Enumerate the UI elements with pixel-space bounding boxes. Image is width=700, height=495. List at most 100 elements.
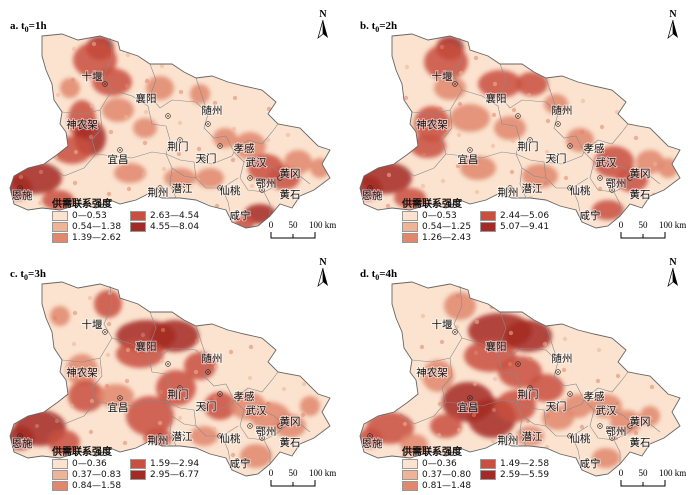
intensity-speckle <box>471 412 477 418</box>
scale-tick-label: 100 km <box>309 220 336 230</box>
intensity-speckle <box>402 126 408 132</box>
intensity-hotspot <box>10 426 34 450</box>
boundary-line <box>95 151 167 159</box>
intensity-hotspot <box>92 68 132 96</box>
city-label: 仙桃 <box>570 184 591 197</box>
boundary-line <box>515 373 527 447</box>
legend-title: 供需联系强度 <box>52 199 112 210</box>
intensity-speckle <box>88 429 94 435</box>
intensity-speckle <box>511 107 517 113</box>
scale-tick-label: 50 <box>289 220 299 230</box>
intensity-speckle <box>544 149 550 155</box>
intensity-speckle <box>124 378 130 384</box>
intensity-speckle <box>525 418 531 424</box>
city-label: 武汉 <box>596 404 617 417</box>
boundary-line <box>545 325 559 363</box>
city-label: 鄂州 <box>606 178 627 190</box>
intensity-speckle <box>18 304 24 310</box>
intensity-hotspot <box>658 158 678 178</box>
scale-tick-label: 100 km <box>659 220 686 230</box>
boundary-line <box>481 95 517 127</box>
intensity-speckle <box>384 69 390 75</box>
legend-title: 供需联系强度 <box>52 447 112 458</box>
boundary-line <box>453 37 483 97</box>
boundary-line <box>195 77 209 115</box>
legend-item: 0.54—1.25 <box>402 222 480 232</box>
panel-title-suffix: =3h <box>28 268 46 280</box>
intensity-speckle <box>283 324 289 330</box>
intensity-hotspot <box>204 392 236 420</box>
intensity-speckle <box>438 75 444 81</box>
intensity-speckle <box>652 161 658 167</box>
city-seat-marker <box>277 423 283 429</box>
panel-title: b. t0=2h <box>360 20 397 34</box>
city-seat-marker <box>281 191 287 197</box>
city-seat-marker <box>175 433 181 439</box>
intensity-speckle <box>73 149 79 155</box>
legend-item: 0.54—1.38 <box>52 222 130 232</box>
intensity-speckle <box>386 172 392 178</box>
city-label: 襄阳 <box>136 92 157 105</box>
scale-tick-label: 0 <box>619 220 624 230</box>
intensity-speckle <box>420 183 426 189</box>
city-label: 鄂州 <box>256 178 277 190</box>
intensity-speckle <box>123 409 129 415</box>
legend-label: 1.59—2.94 <box>150 459 200 469</box>
north-arrow-icon: N <box>317 9 328 39</box>
intensity-speckle <box>632 166 638 172</box>
city-seat-marker <box>259 187 265 193</box>
intensity-speckle <box>37 200 43 206</box>
boundary-line <box>499 311 559 363</box>
city-label: 武汉 <box>246 156 267 169</box>
intensity-speckle <box>55 92 61 98</box>
intensity-speckle <box>387 141 393 147</box>
city-label: 孝感 <box>234 142 255 155</box>
intensity-speckle <box>492 376 498 382</box>
intensity-hotspot <box>564 394 592 418</box>
north-label: N <box>319 257 327 268</box>
intensity-speckle <box>491 112 497 118</box>
intensity-speckle <box>386 302 392 308</box>
intensity-speckle <box>596 52 602 58</box>
city-label: 随州 <box>202 104 223 117</box>
city-label: 襄阳 <box>136 340 157 353</box>
legend-label: 0—0.36 <box>72 459 107 469</box>
legend-item: 2.63—4.54 <box>130 211 210 221</box>
boundary-line <box>165 373 177 447</box>
intensity-speckle <box>125 52 131 58</box>
intensity-speckle <box>439 339 445 345</box>
city-seat-marker <box>217 143 223 149</box>
boundary-line <box>203 361 235 401</box>
boundary-line <box>195 325 209 363</box>
intensity-speckle <box>107 290 113 296</box>
city-label: 潜江 <box>522 182 543 195</box>
city-seat-marker <box>527 385 533 391</box>
intensity-speckle <box>212 395 218 401</box>
intensity-speckle <box>123 114 129 120</box>
city-label: 仙桃 <box>220 432 241 445</box>
intensity-speckle <box>580 393 586 399</box>
intensity-speckle <box>456 132 462 138</box>
intensity-hotspot <box>450 104 490 132</box>
intensity-speckle <box>195 307 201 313</box>
city-seat-marker <box>567 391 573 397</box>
legend-swatch <box>130 459 146 469</box>
intensity-speckle <box>265 432 271 438</box>
intensity-speckle <box>35 392 41 398</box>
boundary-line <box>165 151 235 165</box>
intensity-hotspot <box>126 396 174 436</box>
city-label: 宜昌 <box>108 153 129 166</box>
boundary-line <box>583 399 619 411</box>
intensity-speckle <box>633 430 639 436</box>
intensity-speckle <box>384 364 390 370</box>
city-seat-marker <box>277 175 283 181</box>
intensity-hotspot <box>460 156 496 180</box>
intensity-hotspot <box>566 128 594 152</box>
city-seat-marker <box>552 155 558 161</box>
legend-label: 4.55—8.04 <box>150 222 200 232</box>
city-label: 黄石 <box>630 436 651 449</box>
intensity-hotspot <box>444 292 476 320</box>
city-label: 随州 <box>552 104 573 117</box>
intensity-hotspot <box>116 340 164 368</box>
